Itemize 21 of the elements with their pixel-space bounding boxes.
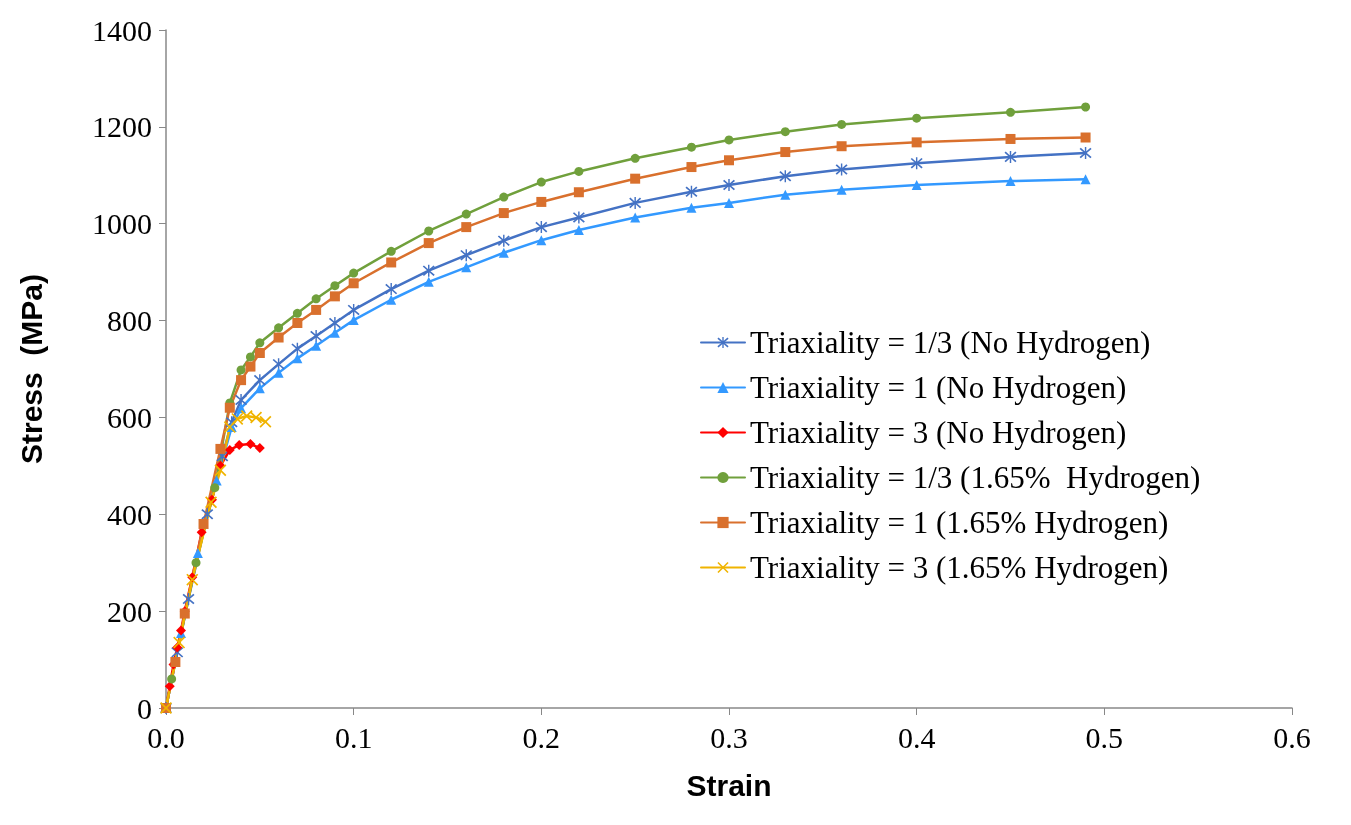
y-tick-label: 200 (107, 594, 152, 628)
y-tick-label: 400 (107, 497, 152, 531)
y-tick-label: 800 (107, 304, 152, 338)
y-tick-label: 600 (107, 400, 152, 434)
legend-label: Triaxiality = 3 (1.65% Hydrogen) (750, 550, 1169, 585)
x-tick-label: 0.1 (334, 720, 373, 754)
x-axis-title: Strain (686, 768, 772, 802)
legend-label: Triaxiality = 1/3 (No Hydrogen) (750, 325, 1151, 360)
x-tick-label: 0.2 (522, 720, 561, 754)
y-axis-title: Stress (MPa) (14, 273, 48, 465)
x-tick-label: 0.5 (1085, 720, 1124, 754)
legend-label: Triaxiality = 1/3 (1.65% Hydrogen) (750, 460, 1201, 495)
legend-label: Triaxiality = 1 (No Hydrogen) (750, 370, 1127, 405)
y-tick-label: 1200 (92, 110, 152, 144)
legend-label: Triaxiality = 1 (1.65% Hydrogen) (750, 505, 1169, 540)
x-tick-label: 0.6 (1273, 720, 1311, 754)
x-tick-label: 0.3 (710, 720, 748, 754)
y-tick-label: 1400 (92, 13, 152, 47)
y-tick-label: 1000 (92, 207, 152, 241)
x-tick-label: 0.4 (897, 720, 936, 754)
legend-label: Triaxiality = 3 (No Hydrogen) (750, 415, 1127, 450)
